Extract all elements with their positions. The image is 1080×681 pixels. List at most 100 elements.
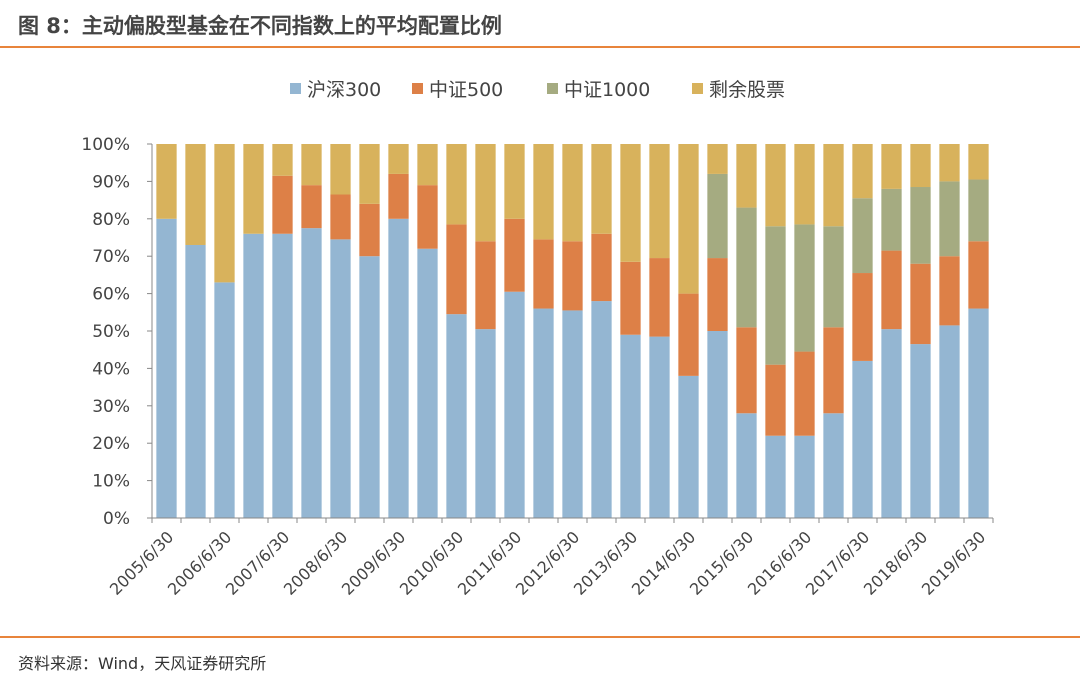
bottom-rule — [0, 636, 1080, 638]
legend-swatch-3 — [547, 83, 558, 94]
legend-label-4: 剩余股票 — [709, 79, 785, 101]
bar-segment-1-15 — [562, 310, 583, 518]
bar-segment-1-9 — [388, 218, 409, 519]
bar-segment-4-11 — [446, 144, 467, 225]
bar-segment-1-20 — [707, 331, 728, 518]
legend-swatch-4 — [692, 83, 703, 94]
bar-segment-1-8 — [359, 256, 380, 518]
bar-segment-3-22 — [765, 226, 786, 365]
bar-segment-2-22 — [765, 364, 786, 436]
bar-segment-3-23 — [794, 224, 815, 352]
bar-segment-2-8 — [359, 203, 380, 257]
bar-segment-2-15 — [562, 241, 583, 311]
y-tick-label: 30% — [92, 397, 130, 417]
bar-segment-4-15 — [562, 144, 583, 242]
bar-segment-4-4 — [243, 144, 264, 234]
bar-segment-1-12 — [475, 329, 496, 518]
y-tick-label: 20% — [92, 434, 130, 454]
bars — [156, 144, 989, 519]
legend-label-3: 中证1000 — [564, 79, 650, 101]
legend-label-1: 沪深300 — [307, 79, 381, 101]
bar-segment-4-27 — [910, 144, 931, 188]
bar-segment-4-17 — [620, 144, 641, 262]
bar-segment-1-7 — [330, 239, 351, 518]
bar-segment-4-28 — [939, 144, 960, 182]
bar-segment-4-20 — [707, 144, 728, 174]
bar-segment-1-2 — [185, 244, 206, 519]
bar-segment-2-16 — [591, 233, 612, 302]
y-tick-label: 100% — [81, 135, 130, 155]
bar-segment-4-16 — [591, 144, 612, 234]
legend: 沪深300 中证500 中证1000 剩余股票 — [290, 79, 785, 101]
bar-segment-2-27 — [910, 263, 931, 345]
bar-segment-4-8 — [359, 144, 380, 204]
bar-segment-4-29 — [968, 144, 989, 180]
bar-segment-1-29 — [968, 308, 989, 518]
bar-segment-4-3 — [214, 144, 235, 283]
bar-segment-4-26 — [881, 144, 902, 189]
bar-segment-2-28 — [939, 256, 960, 326]
bar-segment-3-20 — [707, 173, 728, 259]
bar-segment-4-12 — [475, 144, 496, 242]
bar-segment-4-14 — [533, 144, 554, 240]
bar-segment-1-23 — [794, 435, 815, 518]
bar-segment-2-21 — [736, 327, 757, 414]
bar-segment-1-25 — [852, 360, 873, 518]
bar-segment-4-22 — [765, 144, 786, 227]
bar-segment-4-25 — [852, 144, 873, 199]
bar-segment-3-29 — [968, 179, 989, 242]
bar-segment-1-11 — [446, 314, 467, 518]
bar-segment-1-14 — [533, 308, 554, 518]
bar-segment-1-21 — [736, 413, 757, 518]
y-tick-label: 0% — [103, 509, 130, 529]
bar-segment-1-19 — [678, 375, 699, 518]
bar-segment-2-23 — [794, 351, 815, 436]
bar-segment-4-2 — [185, 144, 206, 245]
bar-segment-4-9 — [388, 144, 409, 174]
bar-segment-2-13 — [504, 218, 525, 292]
y-tick-label: 80% — [92, 210, 130, 230]
bar-segment-2-25 — [852, 273, 873, 361]
bar-segment-2-9 — [388, 173, 409, 219]
bar-segment-4-24 — [823, 144, 844, 227]
bar-segment-1-26 — [881, 329, 902, 518]
legend-label-2: 中证500 — [429, 79, 503, 101]
bar-segment-4-13 — [504, 144, 525, 219]
bar-segment-2-12 — [475, 241, 496, 330]
bar-segment-4-19 — [678, 144, 699, 294]
y-tick-label: 60% — [92, 285, 130, 305]
bar-segment-2-14 — [533, 239, 554, 309]
bar-segment-1-4 — [243, 233, 264, 518]
y-tick-label: 70% — [92, 247, 130, 267]
y-tick-label: 50% — [92, 322, 130, 342]
bar-segment-1-18 — [649, 336, 670, 518]
bar-segment-1-3 — [214, 282, 235, 518]
bar-segment-4-18 — [649, 144, 670, 259]
bar-segment-3-25 — [852, 198, 873, 274]
legend-swatch-1 — [290, 83, 301, 94]
bar-segment-1-22 — [765, 435, 786, 518]
y-tick-label: 40% — [92, 359, 130, 379]
stacked-bar-chart: 沪深300 中证500 中证1000 剩余股票 0% 10% 20% 30% 40% 50% 60… — [81, 79, 994, 599]
bar-segment-1-16 — [591, 301, 612, 518]
bar-segment-3-28 — [939, 181, 960, 257]
bar-segment-2-11 — [446, 224, 467, 315]
bar-segment-3-21 — [736, 207, 757, 328]
bar-segment-2-18 — [649, 258, 670, 337]
bar-segment-2-19 — [678, 293, 699, 376]
bar-segment-3-24 — [823, 226, 844, 328]
bar-segment-1-1 — [156, 218, 177, 519]
bar-segment-1-13 — [504, 291, 525, 518]
bar-segment-1-28 — [939, 325, 960, 518]
bar-segment-4-1 — [156, 144, 177, 219]
bar-segment-2-10 — [417, 185, 438, 249]
bar-segment-2-20 — [707, 258, 728, 331]
bar-segment-4-21 — [736, 144, 757, 208]
source-note: 资料来源：Wind，天风证券研究所 — [18, 654, 267, 673]
bar-segment-2-6 — [301, 185, 322, 229]
bar-segment-2-26 — [881, 250, 902, 330]
y-tick-label: 90% — [92, 172, 130, 192]
bar-segment-4-7 — [330, 144, 351, 195]
top-rule — [0, 46, 1080, 48]
figure-title: 图 8：主动偏股型基金在不同指数上的平均配置比例 — [18, 14, 502, 38]
